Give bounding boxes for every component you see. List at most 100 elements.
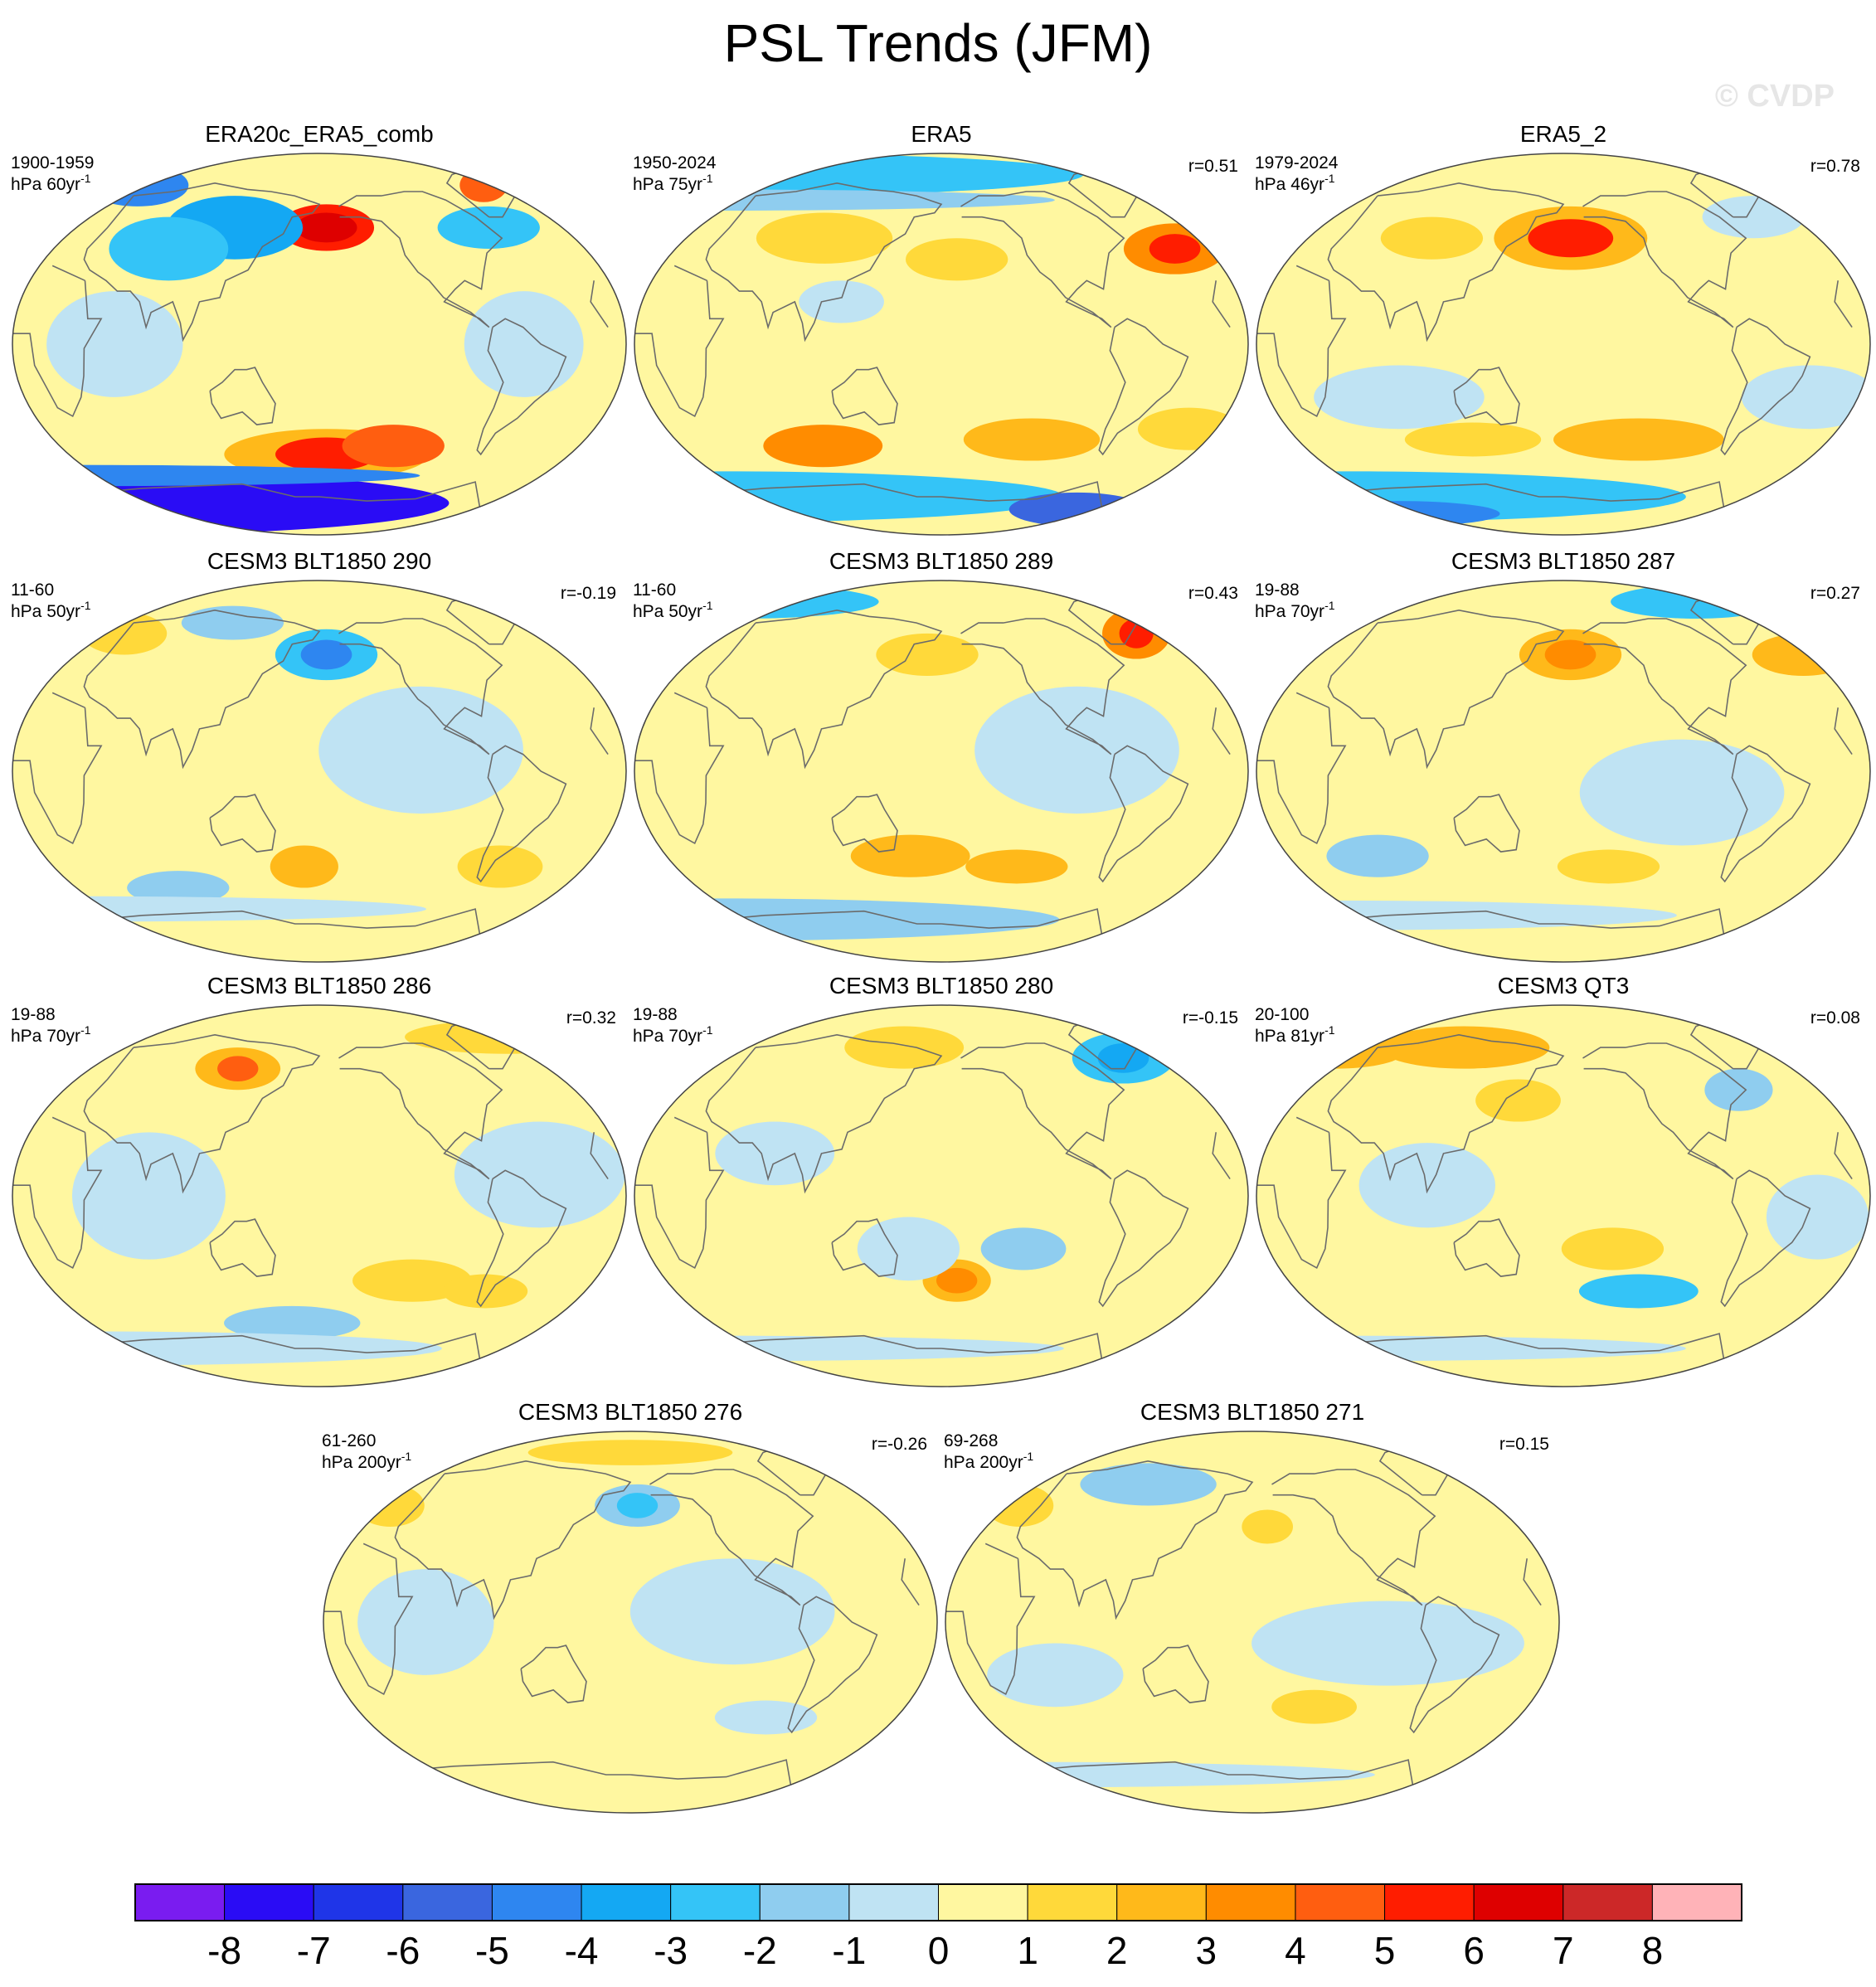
panel-period: 69-268	[944, 1431, 998, 1450]
map-border	[1256, 153, 1871, 536]
trend-contour	[1702, 196, 1805, 239]
coastline	[1098, 318, 1189, 456]
panel-correlation: r=0.51	[1188, 157, 1238, 176]
trend-contour	[1242, 1509, 1293, 1544]
panel-period: 19-88	[11, 1005, 56, 1024]
coastline	[831, 794, 898, 853]
colorbar-swatch	[1116, 1883, 1207, 1921]
colorbar-swatch	[1651, 1883, 1742, 1921]
panel-correlation: r=0.15	[1499, 1435, 1549, 1454]
coastline	[1340, 1333, 1725, 1359]
panel-units: hPa 75yr-1	[633, 172, 713, 194]
trend-contour	[71, 1132, 226, 1260]
trend-contour	[1378, 1026, 1550, 1069]
trend-contour	[1314, 365, 1485, 430]
panel-period: 19-88	[633, 1005, 678, 1024]
coastline	[718, 1333, 1103, 1359]
trend-contour	[1137, 407, 1241, 450]
coastline	[520, 1644, 587, 1703]
map-border	[634, 1004, 1249, 1387]
panel-title: CESM3 BLT1850 290	[207, 548, 431, 574]
map-border	[12, 153, 627, 536]
panel-correlation: r=-0.15	[1183, 1008, 1238, 1028]
coastline	[476, 745, 567, 883]
panel-units-exponent: -1	[1324, 599, 1335, 612]
coastline	[1098, 745, 1189, 883]
coastline	[338, 191, 503, 328]
colorbar-tick-label: -8	[207, 1929, 241, 1972]
panel-title: ERA5_2	[1520, 121, 1606, 147]
map-border	[12, 580, 627, 963]
colorbar-tick-label: 4	[1285, 1929, 1306, 1972]
coastline	[705, 1033, 943, 1194]
colorbar-tick-label: 7	[1553, 1929, 1574, 1972]
coastline	[960, 191, 1125, 328]
coastline	[945, 1542, 1542, 1696]
trend-contour	[1528, 219, 1614, 258]
panel-period: 19-88	[1255, 581, 1300, 600]
trend-contour	[181, 605, 284, 640]
panel-units: hPa 70yr-1	[11, 1023, 91, 1046]
coastline	[96, 908, 481, 935]
trend-contour	[1741, 365, 1870, 430]
trend-contour	[300, 639, 352, 670]
trend-contour	[457, 845, 543, 888]
colorbar-tick-label: -4	[565, 1929, 599, 1972]
trend-contour	[464, 291, 584, 397]
coastline	[705, 609, 943, 770]
coastline	[705, 182, 943, 343]
panel-units: hPa 70yr-1	[633, 1023, 713, 1046]
colorbar-tick-label: 8	[1642, 1929, 1664, 1972]
colorbar-swatch	[938, 1883, 1028, 1921]
coastline	[394, 1460, 632, 1620]
coastline	[338, 618, 503, 755]
trend-contour	[799, 280, 884, 323]
coastline	[209, 1218, 276, 1277]
coastline	[83, 1033, 321, 1194]
panel-correlation: r=0.43	[1188, 584, 1238, 603]
trend-contour	[714, 1700, 818, 1735]
trend-contour	[1579, 739, 1785, 846]
trend-contour	[987, 1643, 1124, 1708]
coastline	[831, 367, 898, 425]
trend-contour	[634, 153, 1084, 197]
coastline	[1720, 318, 1811, 456]
panel-units-exponent: -1	[1324, 1023, 1335, 1037]
colorbar-swatch	[313, 1883, 404, 1921]
panel-units-exponent: -1	[1023, 1450, 1034, 1463]
panel-correlation: r=0.32	[566, 1008, 616, 1028]
trend-contour	[342, 425, 445, 468]
trend-contour	[1080, 1463, 1217, 1506]
panel-title: ERA20c_ERA5_comb	[205, 121, 433, 147]
coastline	[1327, 182, 1565, 343]
panel-period: 1900-1959	[11, 153, 94, 172]
coastline	[1340, 908, 1725, 935]
panel-units: hPa 60yr-1	[11, 172, 91, 194]
coastline	[96, 1333, 481, 1359]
trend-contour	[295, 212, 357, 243]
coastline	[960, 618, 1125, 755]
trend-contour	[1326, 834, 1429, 877]
colorbar-tick-label: 5	[1374, 1929, 1396, 1972]
coastline	[1453, 1218, 1520, 1277]
coastline	[831, 1218, 898, 1277]
colorbar-tick-label: 0	[928, 1929, 950, 1972]
trend-contour	[1766, 1174, 1869, 1260]
map-border	[945, 1431, 1560, 1814]
panel-units: hPa 200yr-1	[944, 1450, 1033, 1472]
panel-title: CESM3 BLT1850 287	[1451, 548, 1675, 574]
trend-contour	[1271, 1689, 1358, 1724]
trend-contour	[323, 1761, 753, 1788]
colorbar-swatch	[848, 1883, 940, 1921]
panel-title: CESM3 BLT1850 289	[829, 548, 1053, 574]
panel-units: hPa 50yr-1	[633, 599, 713, 621]
coastline	[83, 182, 321, 343]
panel-correlation: r=-0.26	[872, 1435, 927, 1454]
coastline	[1720, 1169, 1811, 1308]
coastline	[12, 265, 609, 418]
coastline	[96, 481, 481, 508]
trend-contour	[963, 418, 1101, 461]
coastline	[960, 1042, 1125, 1180]
trend-contour	[905, 238, 1008, 281]
colorbar-swatch	[1295, 1883, 1386, 1921]
